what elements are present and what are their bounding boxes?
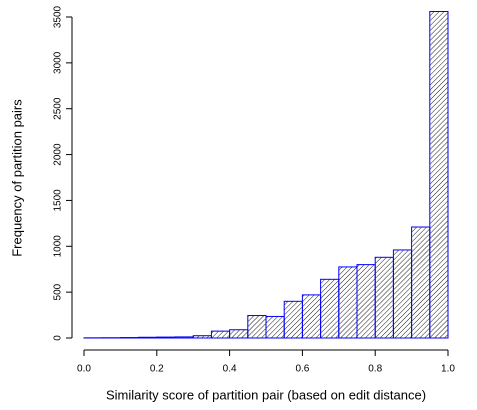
bar — [411, 226, 431, 339]
bar — [138, 336, 158, 339]
bar — [356, 264, 376, 339]
y-axis-label: Frequency of partition pairs — [9, 99, 24, 257]
x-tick-label: 0.4 — [223, 364, 237, 375]
x-tick-label: 1.0 — [441, 364, 455, 375]
bar — [429, 10, 449, 339]
bar — [392, 249, 413, 339]
bar — [283, 300, 303, 339]
y-tick-label: 3000 — [53, 51, 64, 74]
x-tick-label: 0.2 — [150, 364, 164, 375]
y-tick-label: 0 — [53, 335, 64, 341]
bar — [265, 315, 285, 339]
y-tick-label: 2500 — [53, 97, 64, 120]
y-tick-label: 1500 — [53, 189, 64, 212]
x-tick-label: 0.8 — [368, 364, 382, 375]
bar — [156, 336, 176, 339]
bar — [374, 256, 394, 339]
y-tick-label: 3500 — [53, 5, 64, 28]
y-tick-label: 500 — [53, 283, 64, 300]
bar — [247, 315, 267, 339]
bar — [338, 266, 358, 339]
x-axis-label: Similarity score of partition pair (base… — [106, 387, 426, 402]
x-tick-label: 0.6 — [295, 364, 309, 375]
bar — [229, 329, 249, 339]
x-tick-label: 0.0 — [77, 364, 91, 375]
bar — [174, 336, 194, 339]
y-tick-label: 2000 — [53, 143, 64, 166]
bar — [301, 294, 322, 339]
bar — [210, 330, 231, 339]
bar — [320, 278, 340, 339]
bar — [192, 335, 212, 339]
y-tick-label: 1000 — [53, 235, 64, 258]
